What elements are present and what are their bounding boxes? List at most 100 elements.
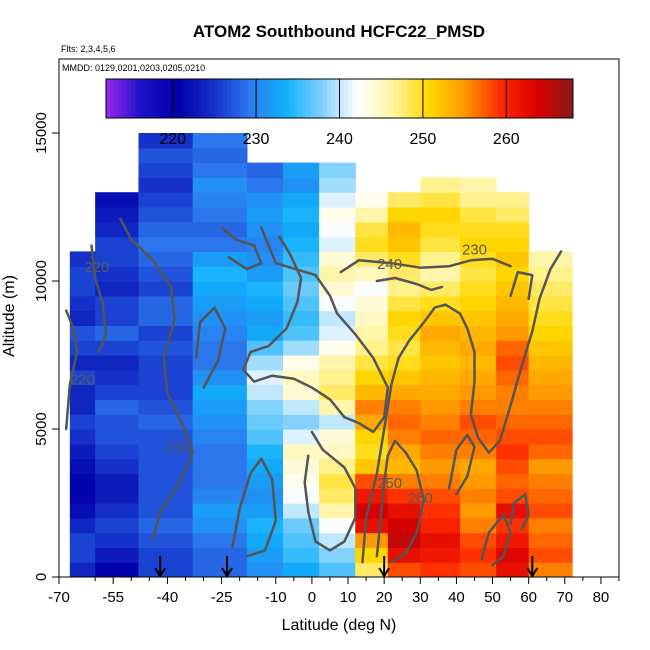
heat-cell-z9-b12	[420, 384, 461, 400]
heat-cell-z3-b13	[192, 369, 248, 386]
heat-cell-z0-b3	[69, 517, 96, 534]
colorbar-swatch-16	[172, 79, 178, 118]
colorbar-swatch-95	[502, 79, 507, 118]
colorbar-swatch-69	[393, 79, 399, 118]
heat-cell-z2-b22	[138, 236, 194, 252]
heat-cell-z4-b3	[246, 517, 284, 534]
heat-cell-z3-b16	[192, 325, 248, 341]
colorbar-tick-label-1: 230	[243, 131, 270, 148]
colorbar-swatch-75	[418, 79, 424, 118]
x-tick-label-1: -55	[102, 589, 124, 606]
heat-cell-z9-b2	[420, 532, 461, 548]
heat-cell-z12-b18	[528, 295, 573, 312]
heat-cell-z11-b21	[496, 251, 530, 267]
x-tick-label-8: 30	[412, 589, 429, 606]
colorbar-swatch-24	[206, 79, 211, 118]
heat-cell-z0-b0	[69, 562, 96, 577]
heat-cell-z1-b4	[95, 503, 140, 519]
heat-cell-z11-b22	[496, 236, 530, 252]
heat-cell-z2-b21	[138, 251, 194, 267]
heat-cell-z8-b4	[387, 503, 421, 519]
heat-cell-z11-b12	[496, 384, 530, 400]
heat-cell-z8-b23	[387, 221, 421, 238]
heat-cell-z5-b16	[283, 325, 320, 341]
contour-250-10	[375, 276, 444, 292]
heat-cell-z8-b13	[387, 369, 421, 386]
colorbar-swatch-47	[301, 79, 307, 118]
colorbar-swatch-57	[343, 79, 349, 118]
colorbar-swatch-84	[456, 79, 461, 118]
x-tick-label-0: -70	[48, 589, 70, 606]
colorbar-swatch-31	[235, 79, 240, 118]
contour-230-4	[195, 306, 227, 389]
heat-cell-z4-b14	[246, 355, 284, 371]
heat-cell-z10-b17	[460, 310, 497, 326]
heat-cell-z9-b5	[420, 488, 461, 504]
heat-cell-z11-b0	[496, 562, 530, 577]
heat-cell-z11-b17	[496, 310, 530, 326]
colorbar-swatch-54	[331, 79, 336, 118]
colorbar-swatch-37	[260, 79, 265, 118]
heat-cell-z12-b17	[528, 310, 573, 326]
colorbar-swatch-34	[247, 79, 253, 118]
colorbar-swatch-1	[110, 79, 115, 118]
heat-cell-z10-b2	[460, 532, 497, 548]
colorbar-swatch-72	[406, 79, 411, 118]
colorbar-swatch-86	[464, 79, 470, 118]
heat-cell-z11-b16	[496, 325, 530, 341]
colorbar-swatch-58	[347, 79, 353, 118]
heat-cell-z4-b10	[246, 414, 284, 430]
x-tick-label-7: 20	[376, 589, 393, 606]
heat-cell-z4-b16	[246, 325, 284, 341]
heat-cell-z12-b21	[528, 251, 573, 267]
heat-cell-z11-b2	[496, 532, 530, 548]
heat-cell-z6-b24	[319, 207, 356, 223]
contour-240-2	[303, 430, 357, 552]
contour-260-15	[509, 270, 534, 301]
heat-cell-z12-b4	[528, 503, 573, 519]
colorbar-swatch-76	[422, 79, 428, 118]
colorbar-swatch-19	[185, 79, 190, 118]
y-tick-label-1: 5000	[33, 412, 50, 445]
heat-cell-z4-b0	[246, 562, 284, 577]
heat-cell-z9-b3	[420, 517, 461, 534]
colorbar-swatch-39	[268, 79, 274, 118]
colorbar-swatch-60	[356, 79, 361, 118]
heat-cell-z2-b11	[138, 399, 194, 415]
heat-cell-z8-b24	[387, 207, 421, 223]
heat-cell-z8-b0	[387, 562, 421, 577]
colorbar-swatch-41	[276, 79, 282, 118]
heat-cell-z5-b4	[283, 503, 320, 519]
heat-cell-z0-b2	[69, 532, 96, 548]
colorbar-swatch-4	[122, 79, 128, 118]
colorbar-swatch-108	[556, 79, 561, 118]
heat-cell-z12-b8	[528, 443, 573, 460]
heat-cell-z1-b11	[95, 399, 140, 415]
y-axis-label: Altitude (m)	[1, 275, 18, 357]
heat-cell-z1-b13	[95, 369, 140, 386]
heat-cell-z5-b27	[283, 162, 320, 178]
heat-cell-z0-b12	[69, 384, 96, 400]
colorbar-swatch-6	[131, 79, 136, 118]
heat-cell-z6-b21	[319, 251, 356, 267]
heat-cell-z8-b3	[387, 517, 421, 534]
x-tick-label-13: 80	[593, 589, 610, 606]
heat-cell-z5-b9	[283, 429, 320, 445]
heat-cell-z0-b5	[69, 488, 96, 504]
heat-cell-z1-b9	[95, 429, 140, 445]
heat-cell-z3-b2	[192, 532, 248, 548]
heat-cell-z9-b22	[420, 236, 461, 252]
heat-cell-z11-b9	[496, 429, 530, 445]
contour-label-4: 230	[462, 241, 487, 258]
heat-cell-z10-b6	[460, 473, 497, 489]
contour-220-8	[90, 244, 108, 354]
colorbar-swatch-8	[139, 79, 145, 118]
contour-250-9	[361, 250, 563, 564]
colorbar-swatch-5	[126, 79, 132, 118]
colorbar-swatch-13	[160, 79, 165, 118]
heat-cell-z4-b25	[246, 192, 284, 208]
heat-cell-z2-b14	[138, 355, 194, 371]
heat-cell-z1-b0	[95, 562, 140, 577]
flight-arrows	[154, 556, 539, 578]
heat-cell-z4-b5	[246, 488, 284, 504]
